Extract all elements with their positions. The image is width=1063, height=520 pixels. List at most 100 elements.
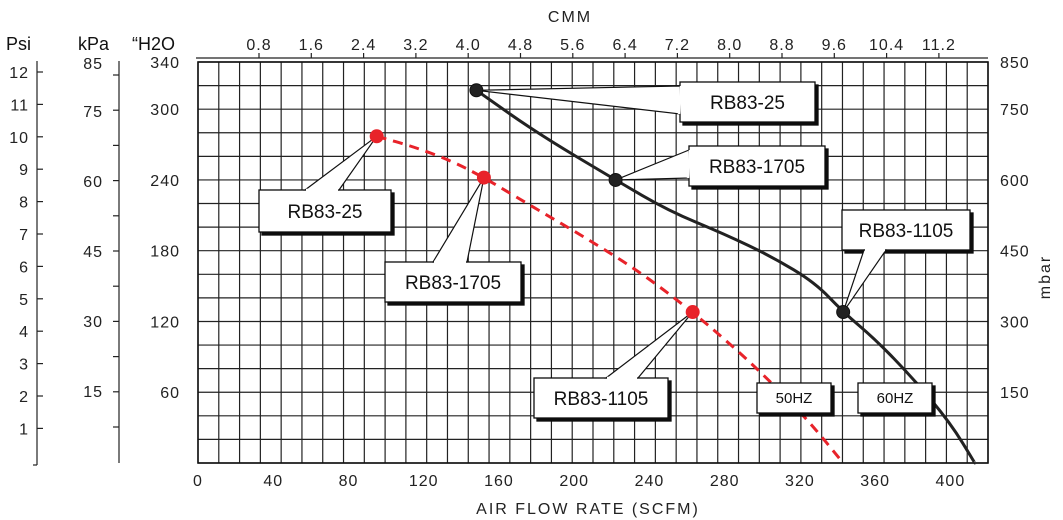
- series-label-box: [756, 382, 832, 414]
- callout-box: [679, 81, 816, 123]
- callout-label: RB83-1705: [709, 157, 805, 178]
- kpa-unit-label: kPa: [78, 34, 110, 54]
- point-marker-50hz: [685, 305, 700, 320]
- mbar-tick-label: 600: [1000, 173, 1030, 190]
- kpa-tick-label: 75: [83, 104, 103, 121]
- x-tick-label: 360: [860, 473, 890, 490]
- callout-label: RB83-25: [288, 202, 363, 223]
- x-axis-title: AIR FLOW RATE (SCFM): [476, 501, 700, 518]
- h2o-tick-label: 180: [150, 244, 180, 261]
- psi-tick-label: 5: [19, 292, 29, 309]
- mbar-tick-label: 450: [1000, 244, 1030, 261]
- callout-pointer: [842, 249, 888, 313]
- mbar-axis-title: mbar: [1037, 255, 1054, 299]
- x-tick-label: 280: [710, 473, 740, 490]
- cmm-axis-title: CMM: [548, 9, 592, 26]
- x-tick-label: 200: [559, 473, 589, 490]
- callout-rb83-25-60hz: RB83-25: [469, 81, 816, 123]
- callout-rb83-1105-50hz: RB83-1105: [533, 305, 700, 419]
- plot-frame: [197, 61, 989, 464]
- kpa-tick-label: 30: [83, 314, 103, 331]
- mbar-tick-label: 850: [1000, 55, 1030, 72]
- series-label-50hz: 50HZ: [756, 382, 832, 414]
- series-lines: 50HZ 60HZ: [376, 89, 977, 464]
- x-tick-label: 120: [409, 473, 439, 490]
- h2o-tick-label: 300: [150, 102, 180, 119]
- callout-label: RB83-1105: [554, 389, 649, 410]
- psi-tick-label: 6: [19, 259, 29, 276]
- callout-rb83-1705-60hz: RB83-1705: [608, 145, 826, 187]
- cmm-tick-label: 0.8: [246, 37, 271, 54]
- callout-box: [841, 209, 971, 251]
- x-tick-label: 80: [339, 473, 359, 490]
- callout-label: RB83-1105: [859, 221, 954, 242]
- cmm-tick-label: 9.6: [822, 37, 847, 54]
- x-tick-label: 160: [484, 473, 514, 490]
- cmm-tick-label: 2.4: [351, 37, 376, 54]
- callout-pointer: [431, 177, 485, 263]
- callout-box: [384, 261, 522, 303]
- kpa-tick-label: 85: [83, 56, 103, 73]
- kpa-tick-label: 60: [83, 174, 103, 191]
- callout-rb83-1705-50hz: RB83-1705: [384, 170, 522, 303]
- psi-unit-label: Psi: [6, 34, 31, 54]
- h2o-tick-label: 120: [150, 314, 180, 331]
- x-tick-label: 0: [193, 473, 203, 490]
- callout-box: [533, 377, 669, 419]
- callout-joint: [686, 149, 692, 179]
- mbar-tick-label: 150: [1000, 385, 1030, 402]
- psi-tick-label: 12: [9, 65, 29, 82]
- axes: [33, 53, 988, 466]
- cmm-tick-label: 11.2: [922, 37, 956, 54]
- cmm-tick-label: 8.8: [769, 37, 794, 54]
- callout-label: RB83-1705: [405, 273, 501, 294]
- cmm-tick-label: 7.2: [665, 37, 690, 54]
- callout-box: [258, 189, 392, 233]
- psi-tick-label: 4: [19, 324, 29, 341]
- x-tick-label: 320: [785, 473, 815, 490]
- psi-tick-label: 7: [19, 227, 29, 244]
- cmm-tick-label: 4.0: [456, 37, 481, 54]
- point-marker-60hz: [608, 172, 623, 187]
- psi-tick-label: 9: [19, 162, 29, 179]
- callout-label: RB83-25: [710, 93, 785, 114]
- psi-tick-label: 11: [10, 97, 29, 114]
- cmm-tick-label: 4.8: [508, 37, 533, 54]
- tick-labels: 12 11 10 9 8 7 6 5 4 3 2 1 15 30 45 60 75 85 60 120 180 240 30…: [9, 37, 1030, 490]
- series-label-text: 60HZ: [877, 390, 914, 407]
- cmm-tick-label: 3.2: [403, 37, 428, 54]
- callout-pointer: [476, 85, 681, 115]
- h2o-tick-label: 60: [160, 385, 180, 402]
- callout-rb83-1105-60hz: RB83-1105: [836, 209, 971, 320]
- h2o-tick-label: 240: [150, 173, 180, 190]
- kpa-tick-label: 15: [83, 384, 103, 401]
- callout-pointer: [303, 135, 378, 191]
- series-label-box: [857, 382, 933, 414]
- psi-tick-label: 1: [19, 421, 29, 438]
- kpa-tick-label: 45: [83, 244, 103, 261]
- point-marker-50hz: [476, 170, 491, 185]
- point-marker-50hz: [369, 129, 384, 144]
- psi-tick-label: 2: [19, 389, 29, 406]
- callout-pointer: [615, 149, 690, 181]
- point-marker-60hz: [836, 305, 851, 320]
- h2o-tick-label: 340: [150, 55, 180, 72]
- psi-tick-label: 8: [19, 195, 29, 212]
- x-tick-label: 400: [936, 473, 966, 490]
- series-label-text: 50HZ: [776, 390, 813, 407]
- series-label-60hz: 60HZ: [857, 382, 933, 414]
- cmm-tick-label: 5.6: [560, 37, 585, 54]
- cmm-tick-label: 1.6: [299, 37, 324, 54]
- psi-tick-label: 3: [19, 357, 29, 374]
- psi-tick-label: 10: [9, 130, 29, 147]
- cmm-tick-label: 6.4: [612, 37, 637, 54]
- h2o-unit-label: “H2O: [132, 34, 175, 54]
- cmm-tick-label: 8.0: [717, 37, 742, 54]
- callout-box: [688, 145, 826, 187]
- point-marker-60hz: [469, 83, 484, 98]
- mbar-tick-label: 300: [1000, 314, 1030, 331]
- callout-joint: [677, 85, 683, 115]
- callout-rb83-25-50hz: RB83-25: [258, 129, 392, 233]
- x-tick-label: 240: [635, 473, 665, 490]
